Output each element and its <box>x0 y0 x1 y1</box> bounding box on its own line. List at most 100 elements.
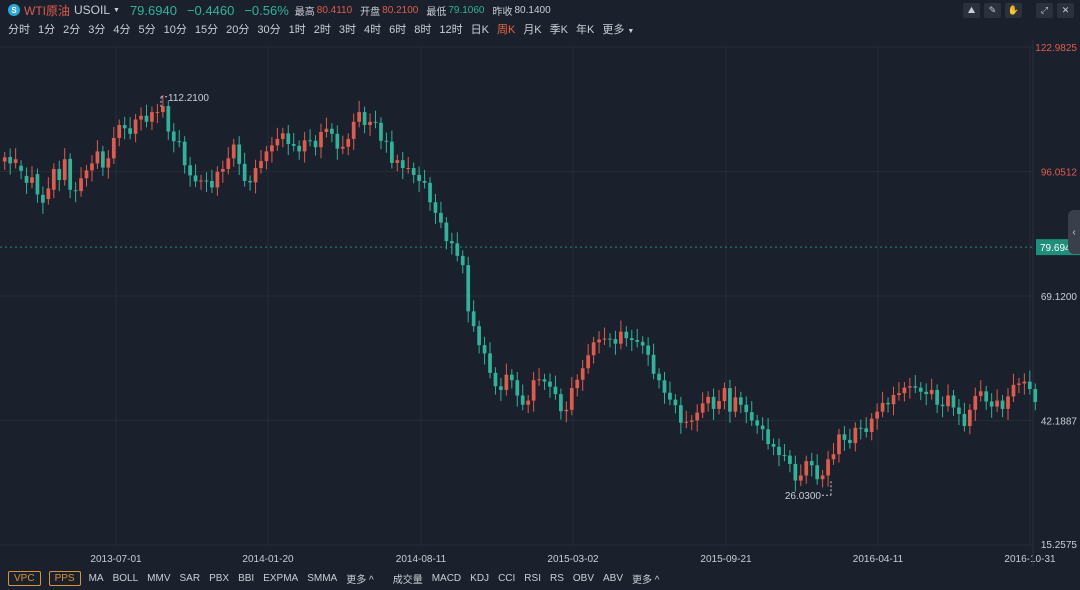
candle-body-85 <box>466 265 471 312</box>
main-indicator-0[interactable]: MA <box>88 572 104 584</box>
candle-body-79 <box>433 202 438 213</box>
candle-body-43 <box>237 144 242 164</box>
main-indicator-5[interactable]: BBI <box>238 572 255 584</box>
period-19[interactable]: 月K <box>523 24 542 36</box>
period-4[interactable]: 4分 <box>113 24 131 36</box>
period-5[interactable]: 5分 <box>138 24 156 36</box>
candlestick-chart[interactable]: 2013-07-01 2014-01-20 2014-08-11 2015-03-02… <box>0 0 1080 566</box>
candle-body-104 <box>569 388 574 410</box>
period-21[interactable]: 年K <box>576 24 595 36</box>
main-indicator-3[interactable]: SAR <box>179 572 201 584</box>
candle-body-74 <box>406 168 411 170</box>
period-2[interactable]: 2分 <box>63 24 81 36</box>
period-7[interactable]: 15分 <box>194 24 219 36</box>
chart-toolbar: ⛰ ✎ ✋ ⤢ ✕ <box>963 3 1074 18</box>
candle-body-142 <box>777 446 781 456</box>
last-price: 79.6940 <box>129 2 177 18</box>
candle-body-3 <box>19 165 23 171</box>
candle-body-115 <box>629 338 634 341</box>
period-0[interactable]: 分时 <box>8 24 30 36</box>
indicator-pill-pps[interactable]: PPS <box>48 570 81 586</box>
period-15[interactable]: 8时 <box>414 24 432 36</box>
current-price-tag-label: 79.6940 <box>1040 243 1077 254</box>
candle-body-78 <box>428 182 432 203</box>
main-indicator-6[interactable]: EXPMA <box>263 572 299 584</box>
pencil-icon[interactable]: ✎ <box>984 3 1001 18</box>
period-22[interactable]: 更多 ▼ <box>602 24 635 36</box>
period-14[interactable]: 6时 <box>389 24 407 36</box>
open-label: 开盘 <box>360 6 381 18</box>
main-indicator-7[interactable]: SMMA <box>307 572 338 584</box>
main-indicator-1[interactable]: BOLL <box>112 572 139 584</box>
candle-body-100 <box>548 381 552 387</box>
candle-body-15 <box>84 170 89 179</box>
main-indicator-8[interactable]: 更多 ^ <box>346 574 374 586</box>
main-indicator-4[interactable]: PBX <box>209 572 230 584</box>
expand-panel-icon[interactable]: ‹ <box>1068 210 1080 254</box>
candle-body-7 <box>41 194 45 203</box>
period-3[interactable]: 3分 <box>88 24 106 36</box>
main-indicator-2[interactable]: MMV <box>147 572 171 584</box>
period-more-dropdown-icon[interactable]: ▼ <box>627 28 635 35</box>
candle-body-150 <box>820 475 825 480</box>
period-13[interactable]: 4时 <box>364 24 382 36</box>
candle-body-121 <box>662 380 667 393</box>
symbol-name[interactable]: WTI原油 <box>24 3 70 18</box>
period-8[interactable]: 20分 <box>226 24 250 36</box>
sub-indicator-2[interactable]: KDJ <box>470 572 490 584</box>
period-10[interactable]: 1时 <box>288 24 306 36</box>
candle-body-172 <box>940 404 945 407</box>
period-16[interactable]: 12时 <box>439 24 463 36</box>
candle-body-175 <box>957 407 961 414</box>
candle-body-168 <box>918 387 923 392</box>
candle-body-49 <box>270 145 274 152</box>
symbol-dropdown-icon[interactable]: ▼ <box>113 6 120 14</box>
candle-body-68 <box>373 121 378 123</box>
candle-body-19 <box>106 158 111 168</box>
symbol-code[interactable]: USOIL <box>74 3 111 17</box>
close-icon[interactable]: ✕ <box>1057 3 1074 18</box>
indicator-pill-vpc[interactable]: VPC <box>8 570 41 586</box>
sub-indicator-4[interactable]: RSI <box>524 572 541 584</box>
high-label: 最高 <box>294 6 315 18</box>
candle-body-51 <box>280 133 285 139</box>
sub-indicator-0[interactable]: 成交量 <box>392 574 423 586</box>
candle-body-12 <box>68 158 73 190</box>
sub-indicator-3[interactable]: CCI <box>498 572 516 584</box>
chart-line-icon[interactable]: ⛰ <box>963 3 980 18</box>
candle-body-140 <box>766 429 770 445</box>
period-11[interactable]: 2时 <box>313 24 331 36</box>
sub-indicator-7[interactable]: ABV <box>603 572 624 584</box>
candle-body-30 <box>166 106 171 132</box>
candle-body-141 <box>771 444 776 447</box>
price-change-percent: −0.56% <box>244 2 289 18</box>
magnet-icon[interactable]: ✋ <box>1005 3 1022 18</box>
x-tick-label-6: 2016-10-31 <box>1004 554 1056 565</box>
candle-body-154 <box>842 434 847 440</box>
candle-body-160 <box>875 411 880 419</box>
candle-body-91 <box>499 386 503 390</box>
x-tick-label-1: 2014-01-20 <box>242 554 294 565</box>
candle-body-149 <box>815 465 820 480</box>
period-17[interactable]: 日K <box>470 24 489 36</box>
period-18[interactable]: 周K <box>496 24 516 36</box>
candle-body-52 <box>286 133 291 144</box>
candle-body-62 <box>340 146 345 149</box>
period-20[interactable]: 季K <box>549 24 568 36</box>
sub-indicator-6[interactable]: OBV <box>572 572 594 584</box>
y-tick-label-4: 15.2575 <box>1041 540 1078 551</box>
candle-body-46 <box>253 168 258 183</box>
period-9[interactable]: 30分 <box>257 24 281 36</box>
candle-body-162 <box>886 402 890 405</box>
x-tick-label-5: 2016-04-11 <box>853 554 904 565</box>
period-1[interactable]: 1分 <box>38 24 56 36</box>
period-6[interactable]: 10分 <box>163 24 187 36</box>
fullscreen-icon[interactable]: ⤢ <box>1036 3 1053 18</box>
x-tick-label-3: 2015-03-02 <box>547 554 599 565</box>
sub-indicator-1[interactable]: MACD <box>431 572 462 584</box>
period-12[interactable]: 3时 <box>338 24 356 36</box>
sub-indicator-8[interactable]: 更多 ^ <box>632 574 660 586</box>
candle-body-178 <box>973 395 978 410</box>
sub-indicator-5[interactable]: RS <box>549 572 564 584</box>
candle-body-131 <box>717 401 721 409</box>
